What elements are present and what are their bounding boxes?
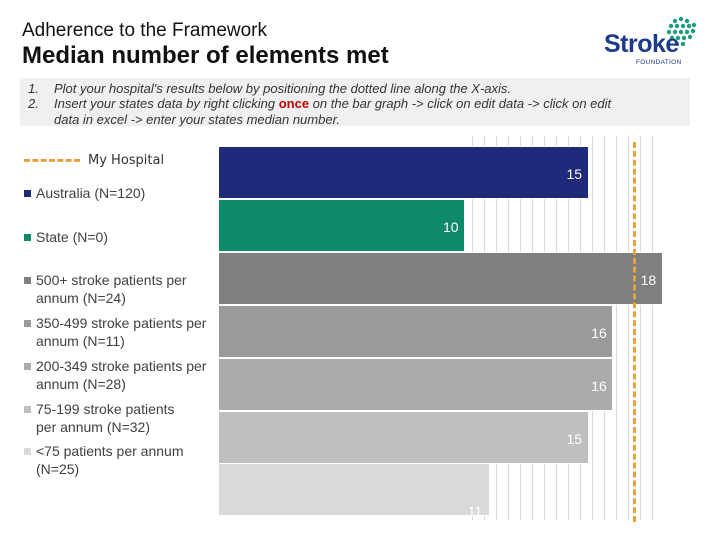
bar	[218, 146, 589, 199]
logo-wordmark: Stroke	[604, 30, 679, 58]
instructions-panel: 1. Plot your hospital's results below by…	[20, 78, 690, 127]
my-hospital-legend-label: My Hospital	[88, 153, 165, 168]
bar	[218, 198, 465, 252]
legend-marker	[24, 320, 31, 327]
legend-marker	[24, 363, 31, 370]
bar-data-label: 16	[591, 377, 607, 394]
legend-marker	[24, 406, 31, 413]
bar	[218, 357, 614, 411]
bar-data-label: 15	[566, 430, 583, 447]
instruction-2-text-after: on the bar graph -> click on edit data -…	[309, 96, 612, 111]
gridline	[652, 136, 653, 520]
bar-data-label: 10	[443, 218, 459, 235]
gridline	[640, 136, 641, 520]
instruction-1-text: Plot your hospital's results below by po…	[54, 81, 512, 96]
legend-label: Australia (N=120)	[36, 185, 146, 201]
instruction-continuation: data in excel -> enter your states media…	[54, 112, 341, 127]
my-hospital-line[interactable]	[632, 142, 636, 522]
logo-mark-icon	[666, 16, 697, 47]
bar-data-label: 18	[640, 271, 657, 288]
legend-marker	[24, 234, 31, 241]
page-subtitle: Adherence to the Framework	[22, 20, 268, 41]
stroke-foundation-logo: Stroke FOUNDATION	[604, 16, 697, 68]
bar	[218, 463, 490, 517]
legend-marker	[24, 190, 31, 197]
legend-label: 500+ stroke patients per annum (N=24)	[36, 272, 187, 306]
bar	[218, 410, 589, 464]
instruction-2-emphasis: once	[278, 96, 310, 111]
legend-label: State (N=0)	[36, 229, 108, 245]
instruction-1-number: 1.	[28, 81, 39, 96]
gridline	[616, 136, 617, 520]
my-hospital-legend-line	[24, 159, 80, 162]
legend-label: 75-199 stroke patients per annum (N=32)	[36, 401, 175, 435]
legend-label: <75 patients per annum (N=25)	[36, 443, 184, 477]
legend-label: 200-349 stroke patients per annum (N=28)	[36, 358, 207, 392]
legend-marker	[24, 448, 31, 455]
bar	[218, 251, 663, 305]
legend-label: 350-499 stroke patients per annum (N=11)	[36, 315, 207, 349]
gridline	[628, 136, 629, 520]
logo-tagline: FOUNDATION	[636, 59, 682, 66]
bar-data-label: 16	[591, 324, 607, 341]
instruction-2-text-before: Insert your states data by right clickin…	[54, 96, 279, 111]
page-title: Median number of elements met	[22, 42, 389, 69]
bar-data-label: 15	[566, 166, 583, 182]
bar-data-label: 11	[467, 503, 483, 520]
legend-marker	[24, 277, 31, 284]
bar	[218, 304, 614, 358]
instruction-2-number: 2.	[28, 96, 39, 111]
